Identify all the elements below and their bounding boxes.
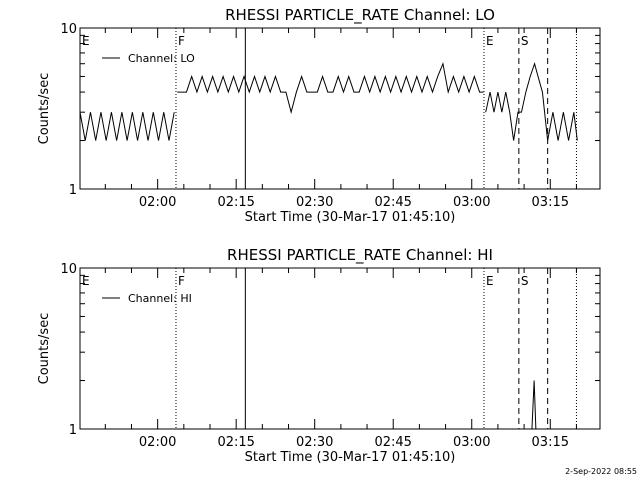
event-marker-label: E: [486, 274, 494, 288]
chart-title: RHESSI PARTICLE_RATE Channel: LO: [225, 6, 495, 25]
series-line: [79, 112, 175, 141]
x-tick-label: 02:15: [217, 435, 254, 450]
legend-label: Channel: HI: [128, 292, 192, 305]
series-line: [531, 380, 537, 430]
x-tick-label: 02:45: [374, 435, 411, 450]
x-tick-label: 02:15: [217, 195, 254, 210]
x-tick-label: 03:15: [532, 435, 569, 450]
plot-frame: [79, 27, 601, 190]
event-marker-label: F: [178, 34, 185, 48]
series-line: [485, 62, 578, 141]
x-tick-label: 02:00: [139, 195, 176, 210]
event-marker-label: F: [178, 274, 185, 288]
x-tick-label: 03:00: [453, 435, 490, 450]
y-tick-label: 10: [60, 22, 77, 37]
x-tick-label: 02:30: [296, 435, 333, 450]
event-marker-label: S: [521, 34, 529, 48]
x-tick-label: 03:00: [453, 195, 490, 210]
panel-hi: RHESSI PARTICLE_RATE Channel: HI Start Ti…: [37, 246, 601, 465]
x-tick-label: 02:00: [139, 435, 176, 450]
series-line: [177, 61, 484, 115]
x-tick-label: 02:30: [296, 195, 333, 210]
legend-label: Channel: LO: [128, 52, 195, 65]
generation-timestamp: 2-Sep-2022 08:55: [565, 467, 637, 476]
panel-lo: RHESSI PARTICLE_RATE Channel: LO Start Ti…: [37, 6, 601, 225]
x-tick-label: 03:15: [532, 195, 569, 210]
x-axis-label: Start Time (30-Mar-17 01:45:10): [245, 450, 456, 465]
y-tick-label: 1: [69, 423, 77, 438]
y-axis-label: Counts/sec: [37, 73, 52, 145]
x-axis-label: Start Time (30-Mar-17 01:45:10): [245, 210, 456, 225]
chart-title: RHESSI PARTICLE_RATE Channel: HI: [227, 246, 493, 265]
event-marker-label: E: [82, 274, 90, 288]
y-tick-label: 1: [69, 183, 77, 198]
x-tick-label: 02:45: [374, 195, 411, 210]
y-tick-label: 10: [60, 262, 77, 277]
y-axis-label: Counts/sec: [37, 313, 52, 385]
plot-frame: [79, 267, 601, 430]
event-marker-label: E: [486, 34, 494, 48]
event-marker-label: E: [82, 34, 90, 48]
event-marker-label: S: [521, 274, 529, 288]
